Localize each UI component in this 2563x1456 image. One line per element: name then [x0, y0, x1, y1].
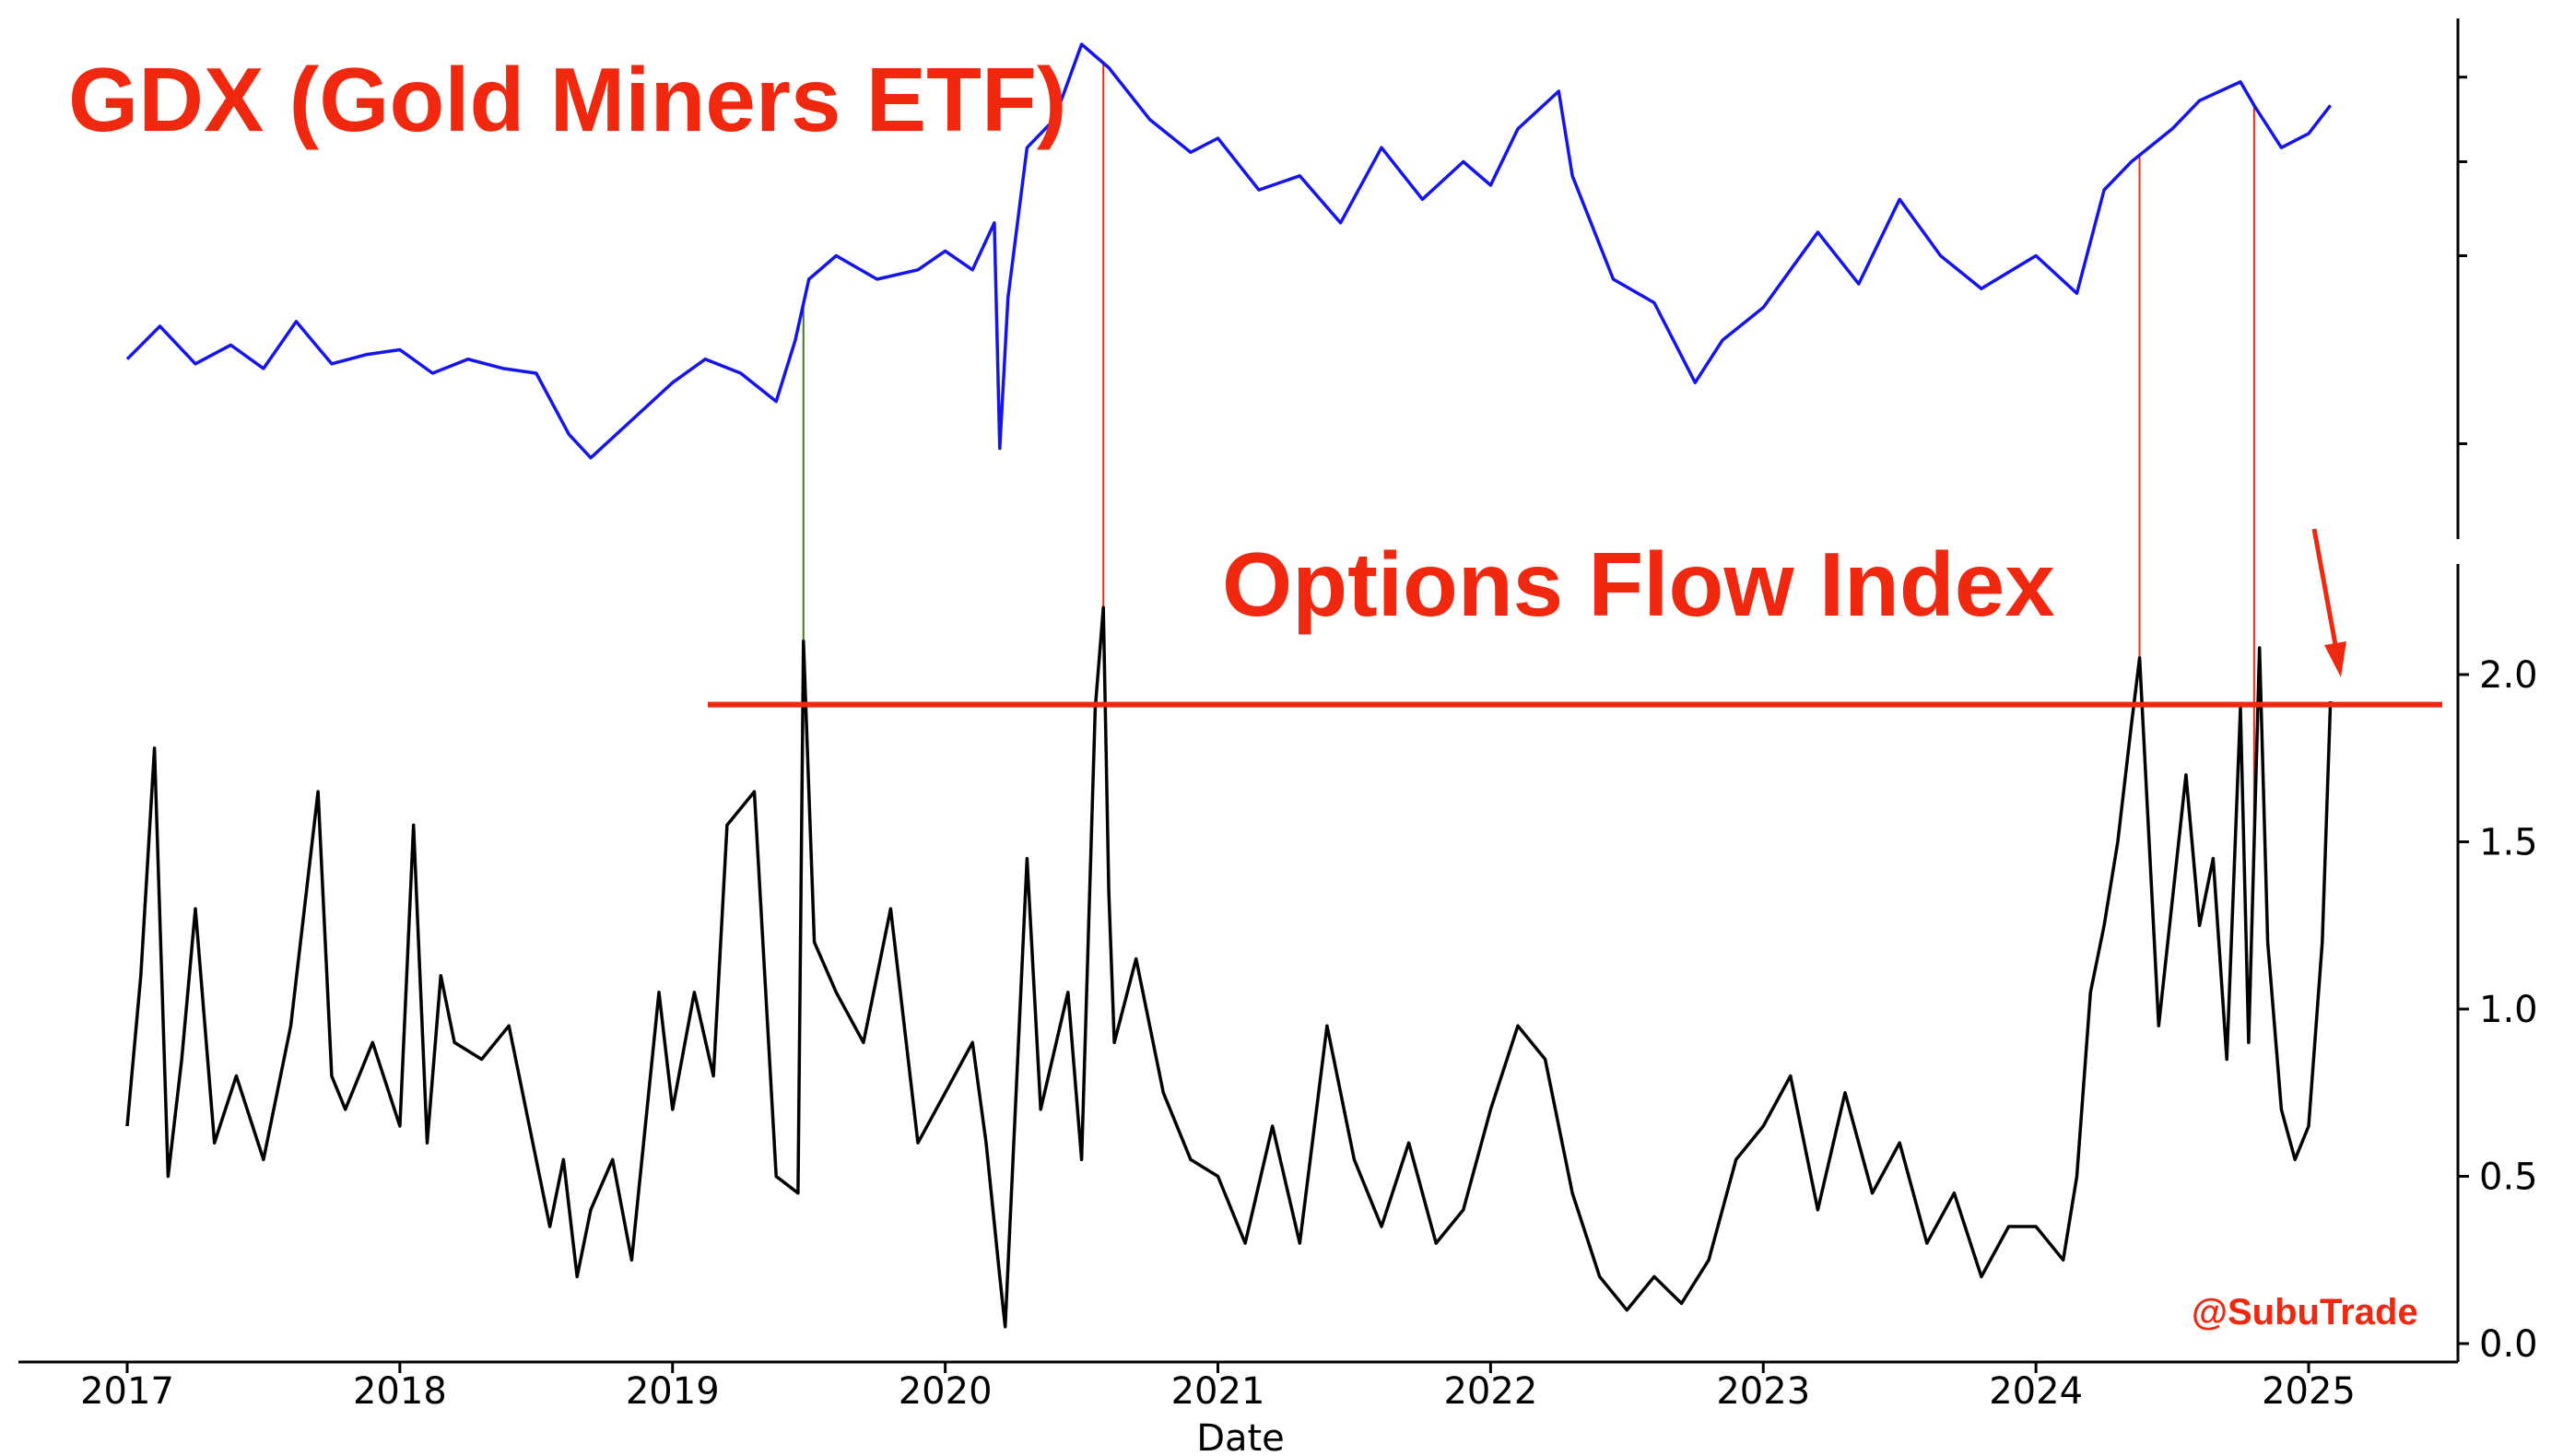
- x-axis-label: Date: [1196, 1417, 1285, 1456]
- x-tick-label: 2020: [899, 1370, 993, 1413]
- watermark: @SubuTrade: [2192, 1292, 2418, 1333]
- x-tick-label: 2017: [80, 1370, 174, 1413]
- y-axis-ticks: 0.0 0.5 1.0 1.5 2.0: [2458, 654, 2538, 1366]
- x-tick-label: 2018: [353, 1370, 447, 1413]
- x-tick-label: 2025: [2262, 1370, 2356, 1413]
- x-tick-label: 2022: [1443, 1370, 1537, 1413]
- options-flow-index-line: [125, 605, 2333, 1329]
- x-tick-label: 2023: [1716, 1370, 1810, 1413]
- signal-marker-lines: [802, 63, 2255, 846]
- ofi-title: Options Flow Index: [1222, 534, 2055, 635]
- y-tick-label: 1.5: [2479, 822, 2538, 864]
- x-tick-label: 2019: [626, 1370, 720, 1413]
- gdx-y-ticks: [2458, 76, 2467, 445]
- gdx-price-line: [125, 42, 2333, 460]
- x-tick-label: 2024: [1989, 1370, 2083, 1413]
- x-tick-label: 2021: [1171, 1370, 1265, 1413]
- y-tick-label: 0.0: [2479, 1323, 2538, 1366]
- x-axis-ticks: 2017 2018 2019 2020 2021 2022 2023 2024 2025: [80, 1362, 2356, 1413]
- y-tick-label: 0.5: [2479, 1157, 2538, 1199]
- arrow-icon: [2311, 528, 2346, 677]
- y-tick-label: 2.0: [2479, 654, 2538, 697]
- y-tick-label: 1.0: [2479, 989, 2538, 1031]
- gdx-title: GDX (Gold Miners ETF): [68, 49, 1067, 150]
